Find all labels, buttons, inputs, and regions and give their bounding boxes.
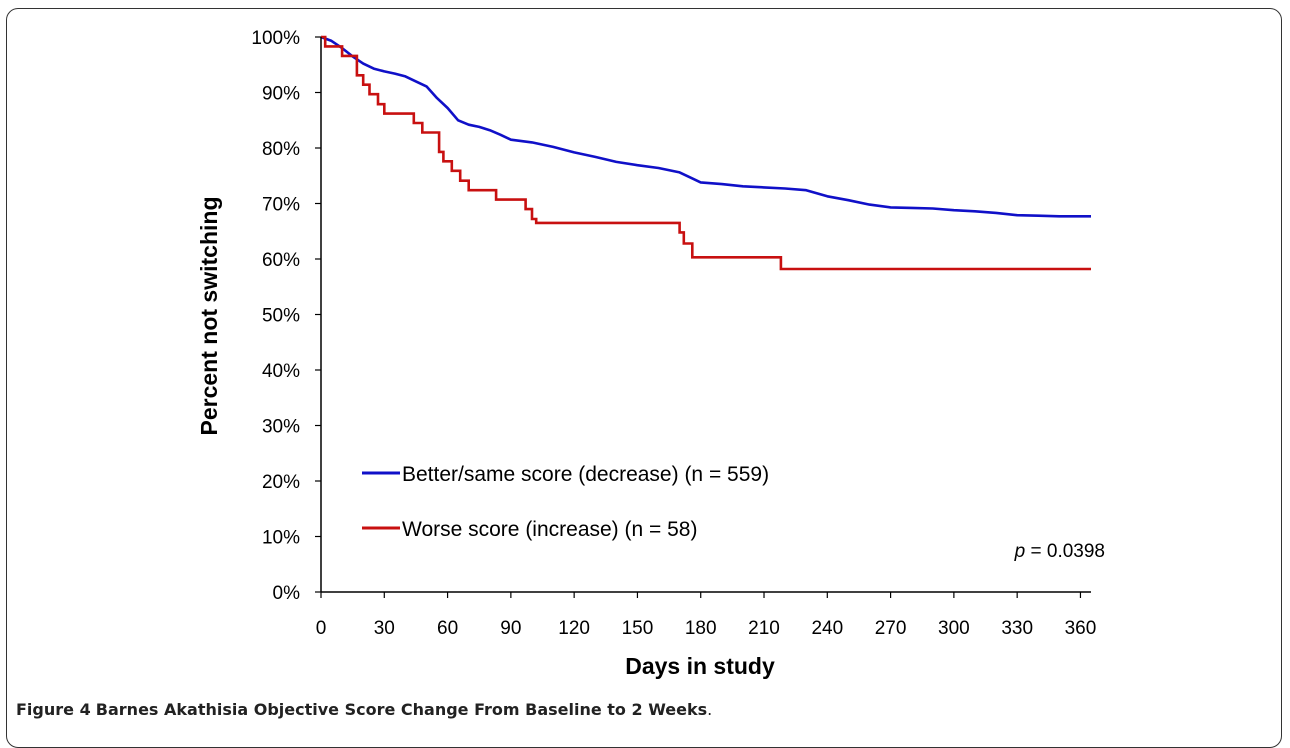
x-tick-label: 300 [938,618,970,639]
legend-label-worse: Worse score (increase) (n = 58) [402,518,697,541]
x-axis-ticks: 0 30 60 90 120 150 180 210 240 270 300 330 360 [316,592,1097,639]
x-tick-label: 240 [811,618,843,639]
y-axis-label: Percent not switching [196,197,222,436]
y-tick-label: 30% [262,417,300,438]
x-tick-label: 270 [875,618,907,639]
series-layer [320,35,1091,271]
y-tick-label: 80% [262,139,300,160]
x-tick-label: 60 [437,618,458,639]
series-line-better [320,35,1091,218]
y-tick-label: 100% [251,28,300,49]
y-tick-label: 60% [262,250,300,271]
y-tick-label: 20% [262,472,300,493]
x-tick-label: 120 [558,618,590,639]
x-tick-label: 210 [748,618,780,639]
series-line-worse [321,35,1091,271]
x-tick-label: 330 [1001,618,1033,639]
y-axis-ticks: 0% 10% 20% 30% 40% 50% 60% 70% 80% 90% 100% [251,28,321,604]
y-tick-label: 90% [262,84,300,105]
x-tick-label: 90 [500,618,521,639]
y-tick-label: 50% [262,306,300,327]
p-symbol: p [1014,541,1026,562]
legend: Better/same score (decrease) (n = 559) W… [362,463,769,541]
figure-caption: Figure 4 Barnes Akathisia Objective Scor… [16,700,712,719]
y-tick-label: 10% [262,528,300,549]
x-tick-label: 150 [622,618,654,639]
x-axis-label: Days in study [625,653,775,679]
p-value-text: = 0.0398 [1025,541,1105,562]
figure-title: Barnes Akathisia Objective Score Change … [95,700,708,719]
x-tick-label: 180 [685,618,717,639]
x-tick-label: 30 [374,618,395,639]
y-tick-label: 0% [273,583,301,604]
x-tick-label: 360 [1065,618,1097,639]
survival-chart: 0% 10% 20% 30% 40% 50% 60% 70% 80% 90% 100% 0 30 60 9… [196,28,1105,679]
caption-period: . [707,700,713,719]
y-tick-label: 70% [262,195,300,216]
x-tick-label: 0 [316,618,327,639]
p-value-annotation: p = 0.0398 [1014,541,1105,562]
figure-number: Figure 4 [16,700,91,719]
legend-label-better: Better/same score (decrease) (n = 559) [402,463,769,486]
y-tick-label: 40% [262,361,300,382]
